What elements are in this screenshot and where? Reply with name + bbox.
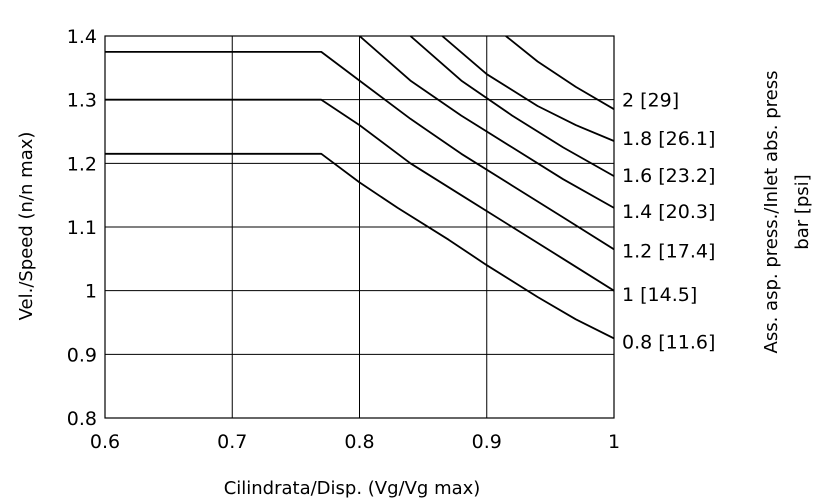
curves <box>105 36 614 340</box>
y-axis-title: Vel./Speed (n/n max) <box>16 132 37 321</box>
series-label: 2 [29] <box>622 90 679 112</box>
series-line <box>105 152 614 340</box>
y-axis-ticks: 0.8 0.9 1 1.1 1.2 1.3 1.4 <box>67 26 97 430</box>
series-label: 1 [14.5] <box>622 284 697 306</box>
y-tick-label: 0.8 <box>67 408 97 430</box>
grid <box>104 35 615 419</box>
x-tick-label: 1 <box>608 431 620 453</box>
y-tick-label: 1.4 <box>67 26 97 48</box>
y-tick-label: 1 <box>85 281 97 303</box>
series-line <box>505 36 614 110</box>
series-label: 1.2 [17.4] <box>622 241 715 263</box>
y-tick-label: 1.3 <box>67 90 97 112</box>
x-tick-label: 0.6 <box>90 431 120 453</box>
y-tick-label: 1.1 <box>67 217 97 239</box>
series-label: 1.8 [26.1] <box>622 128 715 150</box>
right-axis-title-line1: Ass. asp. press./Inlet abs. press <box>761 71 782 354</box>
series-label: 1.6 [23.2] <box>622 165 715 187</box>
series-label: 1.4 [20.3] <box>622 201 715 223</box>
x-tick-label: 0.7 <box>217 431 247 453</box>
x-axis-ticks: 0.6 0.7 0.8 0.9 1 <box>90 431 620 453</box>
series-line <box>358 36 614 209</box>
series-line <box>105 98 614 292</box>
y-tick-label: 1.2 <box>67 153 97 175</box>
x-axis-title: Cilindrata/Disp. (Vg/Vg max) <box>224 478 481 499</box>
series-label: 0.8 [11.6] <box>622 332 715 354</box>
right-axis-title-line2: bar [psi] <box>792 174 813 249</box>
x-tick-label: 0.9 <box>472 431 502 453</box>
series-line <box>409 36 614 177</box>
series-labels: 0.8 [11.6] 1 [14.5] 1.2 [17.4] 1.4 [20.3] 1.… <box>622 90 715 354</box>
y-tick-label: 0.9 <box>67 344 97 366</box>
series-line <box>105 51 614 251</box>
series-line <box>441 36 614 142</box>
x-tick-label: 0.8 <box>344 431 374 453</box>
